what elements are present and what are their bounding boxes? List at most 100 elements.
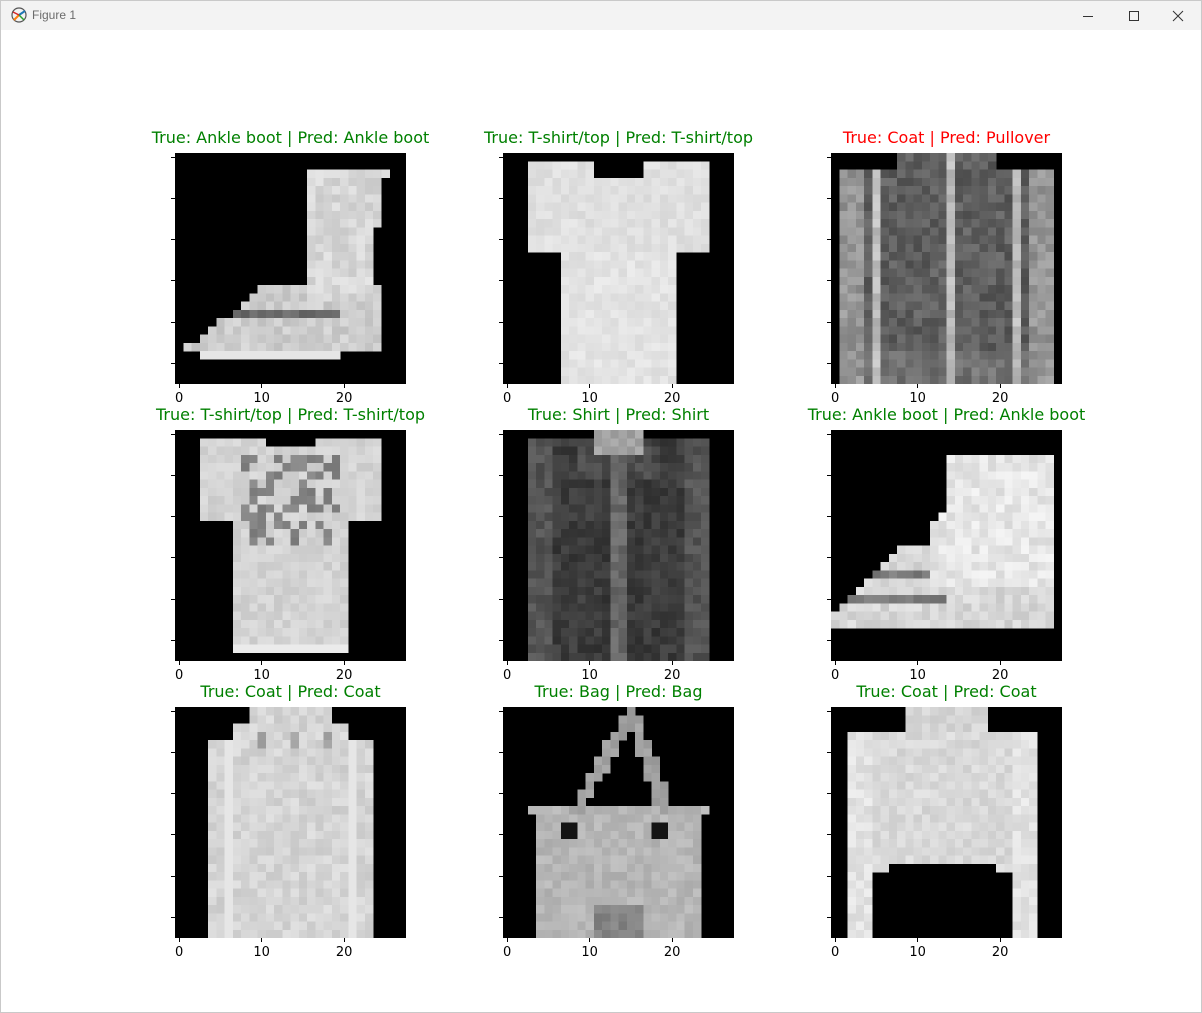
y-tick-mark [171,639,175,641]
sample-image [175,707,406,938]
grayscale-pixels [831,454,1055,629]
grayscale-pixels [847,707,1038,938]
x-tick-mark [506,938,508,942]
y-tick-mark [499,751,503,753]
y-tick-mark [499,793,503,795]
x-tick-label: 10 [581,945,598,960]
x-tick-mark [178,661,180,665]
subplot-title: True: Coat | Pred: Coat [856,682,1037,701]
sample-image [503,153,734,384]
y-tick-mark [499,362,503,364]
sample-image [503,430,734,661]
y-tick-mark [171,710,175,712]
x-tick-label: 0 [174,945,184,960]
y-tick-mark [827,197,831,199]
y-tick-mark [499,280,503,282]
y-tick-mark [171,834,175,836]
subplot-title: True: Shirt | Pred: Shirt [527,405,710,424]
x-tick-label: 10 [253,945,270,960]
x-tick-label: 10 [253,668,270,683]
x-tick-label: 20 [663,668,681,683]
sample-image [175,430,406,661]
x-tick-mark [671,661,673,665]
x-tick-mark [343,661,345,665]
x-tick-mark [999,384,1001,388]
x-tick-label: 20 [991,945,1009,960]
y-tick-mark [827,474,831,476]
grayscale-pixels [527,430,710,661]
x-tick-mark [671,938,673,942]
y-tick-mark [827,516,831,518]
title-bar[interactable]: Figure 1 [1,1,1201,30]
x-tick-mark [671,384,673,388]
y-tick-mark [827,916,831,918]
y-tick-mark [827,598,831,600]
subplot-title: True: Bag | Pred: Bag [534,682,703,701]
y-tick-mark [499,156,503,158]
x-tick-mark [343,938,345,942]
window-title: Figure 1 [32,8,77,22]
x-tick-label: 0 [174,668,184,683]
y-tick-mark [827,875,831,877]
x-tick-mark [999,938,1001,942]
x-tick-label: 0 [830,945,840,960]
y-tick-mark [827,156,831,158]
x-tick-label: 20 [991,668,1009,683]
subplot-title: True: Coat | Pred: Coat [200,682,381,701]
x-tick-mark [999,661,1001,665]
grayscale-pixels [839,153,1055,384]
y-tick-mark [827,710,831,712]
y-tick-mark [171,197,175,199]
x-tick-mark [506,384,508,388]
y-tick-mark [171,474,175,476]
x-tick-label: 0 [502,945,512,960]
sample-image [831,707,1062,938]
x-tick-label: 20 [335,945,353,960]
grayscale-pixels [527,707,710,938]
y-tick-mark [171,793,175,795]
figure-canvas: True: Ankle boot | Pred: Ankle boot05101… [1,30,1201,1012]
grayscale-pixels [208,707,374,938]
grayscale-pixels [527,161,710,384]
subplot-title: True: T-shirt/top | Pred: T-shirt/top [483,128,754,147]
grayscale-pixels [183,169,390,360]
x-tick-label: 0 [502,668,512,683]
y-tick-mark [827,239,831,241]
x-tick-label: 10 [909,945,926,960]
sample-image [831,430,1062,661]
y-tick-mark [827,362,831,364]
y-tick-mark [171,280,175,282]
subplot-title: True: Ankle boot | Pred: Ankle boot [807,405,1086,424]
y-tick-mark [171,751,175,753]
close-icon [1172,10,1184,21]
x-tick-mark [834,384,836,388]
y-tick-mark [171,598,175,600]
x-tick-mark [834,661,836,665]
grayscale-pixels [199,438,382,654]
sample-image [175,153,406,384]
y-tick-mark [499,474,503,476]
y-tick-mark [499,516,503,518]
y-tick-mark [171,156,175,158]
x-tick-label: 20 [663,945,681,960]
x-tick-mark [178,938,180,942]
y-tick-mark [499,321,503,323]
y-tick-mark [827,639,831,641]
sample-image [831,153,1062,384]
y-tick-mark [827,321,831,323]
maximize-button[interactable] [1111,1,1157,30]
x-tick-label: 10 [581,668,598,683]
x-tick-mark [917,384,919,388]
x-tick-label: 0 [502,391,512,406]
subplot-title: True: T-shirt/top | Pred: T-shirt/top [155,405,426,424]
y-tick-mark [171,875,175,877]
minimize-button[interactable] [1065,1,1111,30]
y-tick-mark [499,239,503,241]
y-tick-mark [827,751,831,753]
y-tick-mark [499,710,503,712]
y-tick-mark [499,916,503,918]
y-tick-mark [171,516,175,518]
x-tick-mark [261,661,263,665]
close-button[interactable] [1155,1,1201,30]
